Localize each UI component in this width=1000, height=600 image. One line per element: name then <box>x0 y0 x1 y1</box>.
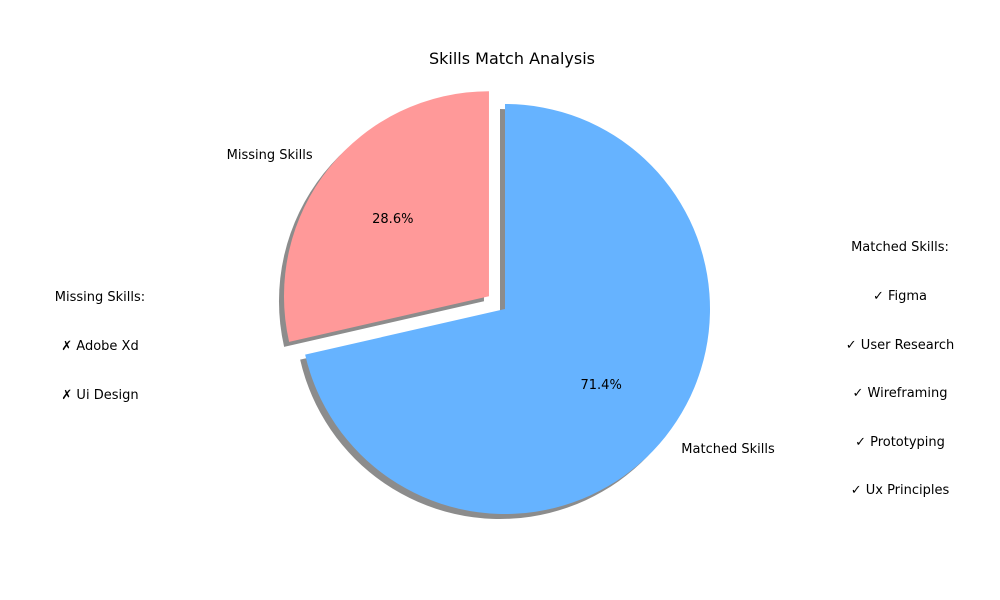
missing-skill-item: ✗ Ui Design <box>61 387 139 403</box>
slice-category-label: Matched Skills <box>681 442 775 457</box>
matched-skills-annotation: Matched Skills: ✓ Figma ✓ User Research … <box>820 208 980 516</box>
slice-percent-label: 28.6% <box>372 212 413 227</box>
pie-slice-missing-skills <box>283 91 489 342</box>
missing-skills-annotation: Missing Skills: ✗ Adobe Xd ✗ Ui Design <box>30 258 170 420</box>
matched-skill-item: ✓ Wireframing <box>852 386 948 402</box>
slice-category-label: Missing Skills <box>227 148 313 163</box>
pie-slice-matched-skills <box>305 104 711 514</box>
chart-title: Skills Match Analysis <box>429 49 595 68</box>
matched-skills-heading: Matched Skills: <box>851 240 949 256</box>
pie-slices <box>283 91 711 514</box>
pie-labels: 71.4% Matched Skills 28.6% Missing Skills <box>227 148 775 457</box>
matched-skill-item: ✓ Prototyping <box>855 434 945 450</box>
matched-skill-item: ✓ User Research <box>845 337 955 353</box>
slice-percent-label: 71.4% <box>581 378 622 393</box>
missing-skills-heading: Missing Skills: <box>54 290 146 306</box>
matched-skill-item: ✓ Figma <box>872 289 928 305</box>
matched-skill-item: ✓ Ux Principles <box>850 483 950 499</box>
missing-skill-item: ✗ Adobe Xd <box>61 339 139 355</box>
